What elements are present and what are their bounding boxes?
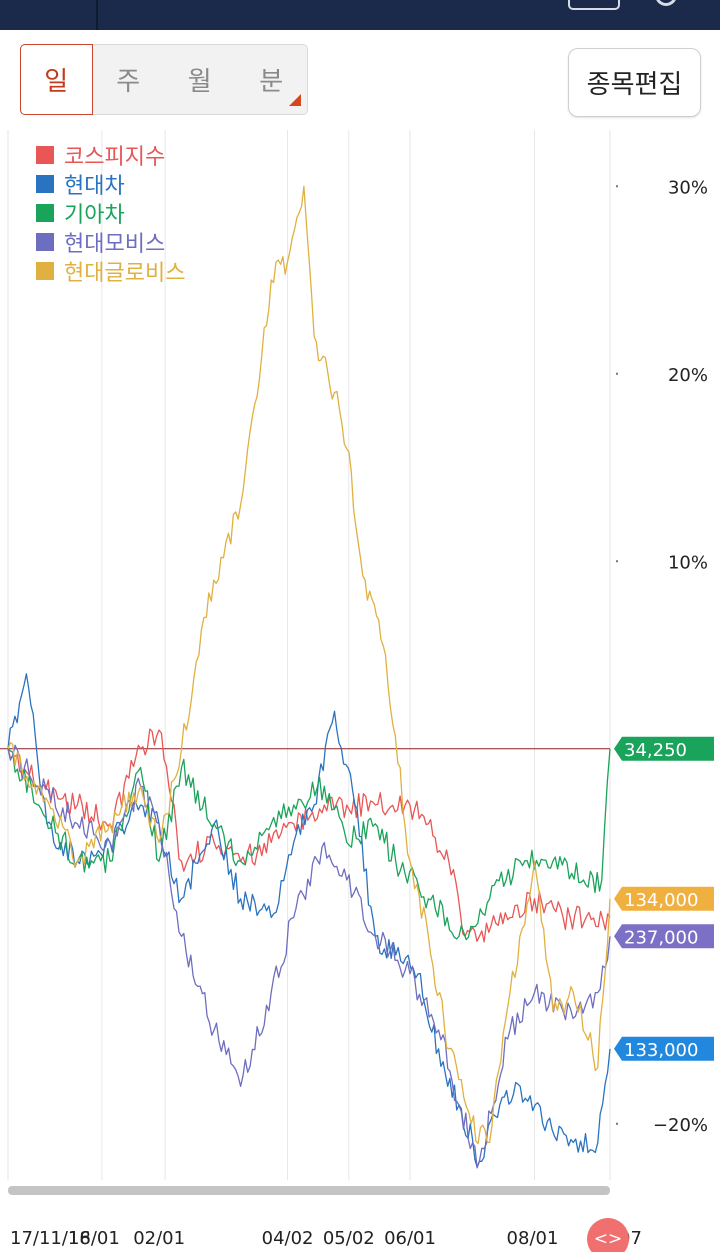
menu-box-icon[interactable] [568, 0, 620, 10]
y-tick-mark [616, 560, 618, 563]
tab-weekly[interactable]: 주 [93, 45, 165, 114]
legend-item: 기아차 [36, 198, 185, 228]
y-tick-mark [616, 185, 618, 188]
header-divider [96, 0, 98, 30]
app-header-bar [0, 0, 720, 30]
badge-shape [614, 736, 714, 761]
x-tick-label: 18/01 [68, 1228, 120, 1249]
tab-weekly-label: 주 [116, 67, 141, 97]
last-value-badge: 34,250 [614, 736, 714, 761]
badge-label: 134,000 [624, 890, 698, 911]
x-tick-label: 06/01 [384, 1228, 436, 1249]
plot-background [0, 130, 720, 1180]
last-value-badge: 134,000 [614, 886, 714, 911]
chart-series-layer [7, 185, 611, 1169]
y-tick-mark [616, 1122, 618, 1125]
legend-label: 코스피지수 [64, 144, 166, 170]
tab-minute[interactable]: 분 [236, 45, 308, 114]
comparison-line-chart: 30% 20% 10% −20% 133,000 34,250 237,000 134,00… [0, 130, 720, 1249]
badge-shape [614, 886, 714, 911]
period-selector: 일 주 월 분 [20, 44, 308, 115]
settings-icon[interactable] [655, 0, 677, 6]
y-axis: 30% 20% 10% −20% [616, 177, 708, 1136]
chart-grid [0, 130, 720, 1180]
series-line [7, 728, 611, 943]
y-tick-label: −20% [653, 1115, 708, 1136]
tab-monthly-label: 월 [187, 67, 212, 97]
tab-minute-label: 분 [259, 67, 284, 97]
series-line [7, 185, 611, 1145]
chart-nav-button[interactable]: <> [587, 1218, 629, 1252]
legend-label: 현대글로비스 [64, 260, 186, 286]
x-tick-label: 17/11/16 [10, 1228, 91, 1249]
y-tick-label: 10% [668, 552, 708, 573]
badge-shape [614, 1036, 714, 1061]
x-tick-label: 05/02 [323, 1228, 375, 1249]
series-line [7, 744, 611, 1169]
legend-swatch [36, 145, 54, 164]
x-tick-label: 02/01 [133, 1228, 185, 1249]
legend-swatch [36, 232, 54, 251]
legend-swatch [36, 261, 54, 280]
chart-scrollbar[interactable] [8, 1186, 610, 1195]
legend-item: 현대차 [36, 169, 185, 199]
badge-shape [614, 924, 714, 949]
legend-swatch [36, 174, 54, 193]
dropdown-corner-icon [289, 94, 301, 106]
tab-daily[interactable]: 일 [20, 44, 93, 115]
legend-label: 현대차 [64, 173, 125, 199]
x-tick-label: 08/01 [507, 1228, 559, 1249]
last-value-badge: 237,000 [614, 924, 714, 949]
badge-label: 133,000 [624, 1040, 698, 1061]
legend-item: 현대글로비스 [36, 256, 186, 286]
y-tick-mark [616, 372, 618, 375]
legend-label: 현대모비스 [64, 231, 166, 257]
legend-item: 현대모비스 [36, 227, 185, 257]
last-value-badge: 133,000 [614, 1036, 714, 1061]
tab-daily-label: 일 [44, 67, 69, 97]
y-tick-label: 20% [668, 365, 708, 386]
legend-item: 코스피지수 [36, 140, 185, 170]
badge-label: 237,000 [624, 927, 698, 948]
legend-swatch [36, 203, 54, 222]
x-axis: 17/11/1618/0102/0104/0205/0206/0108/0109… [10, 1228, 642, 1249]
edit-stocks-button[interactable]: 종목편집 [568, 48, 701, 117]
legend-label: 기아차 [64, 202, 125, 228]
last-value-badges: 133,000 34,250 237,000 134,000 [614, 736, 714, 1061]
y-tick-label: 30% [668, 177, 708, 198]
series-line [7, 748, 611, 941]
badge-label: 34,250 [624, 740, 687, 761]
tab-monthly[interactable]: 월 [164, 45, 236, 114]
x-tick-label: 04/02 [262, 1228, 314, 1249]
